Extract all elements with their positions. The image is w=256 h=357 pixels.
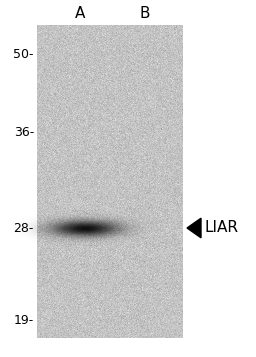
Text: 50-: 50- <box>14 49 34 61</box>
Text: A: A <box>75 6 85 21</box>
Text: B: B <box>140 6 150 21</box>
Text: 19-: 19- <box>14 313 34 327</box>
Polygon shape <box>187 218 201 238</box>
Text: 36-: 36- <box>14 126 34 140</box>
Text: LIAR: LIAR <box>204 221 238 236</box>
Text: 28-: 28- <box>14 221 34 235</box>
